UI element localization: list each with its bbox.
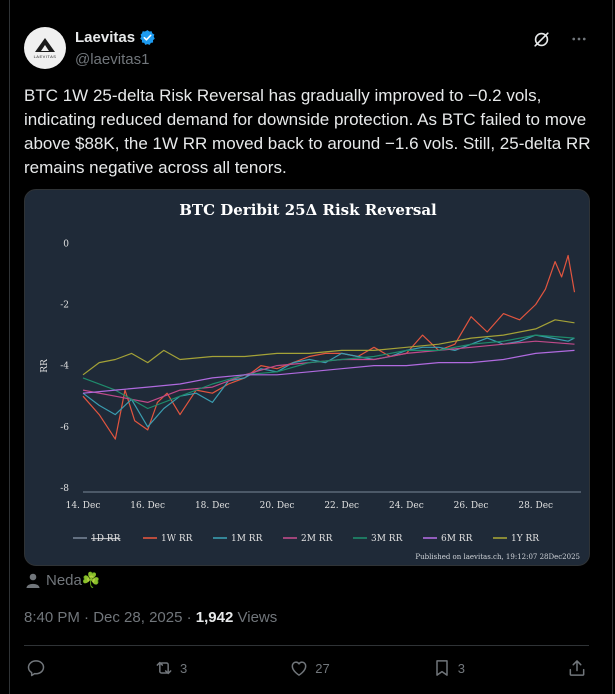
x-tick-label: 16. Dec [130, 501, 165, 511]
x-axis: 14. Dec 16. Dec 18. Dec 20. Dec 22. Dec 24. D… [66, 501, 553, 511]
tweet-time[interactable]: 8:40 PM [24, 609, 80, 626]
chart-title: BTC Deribit 25Δ Risk Reversal [179, 201, 437, 219]
y-tick-label: -6 [60, 423, 69, 433]
x-tick-label: 14. Dec [66, 501, 101, 511]
y-tick-label: -2 [60, 300, 69, 310]
author-display-name[interactable]: Laevitas [75, 29, 136, 46]
retweet-count: 3 [180, 660, 188, 676]
meta-separator: · [79, 609, 94, 626]
x-tick-label: 20. Dec [260, 501, 295, 511]
share-button[interactable] [567, 658, 587, 678]
legend-label-1m-rr[interactable]: 1M RR [231, 534, 263, 544]
legend-label-6m-rr[interactable]: 6M RR [441, 534, 473, 544]
series-line-1m-rr [82, 334, 575, 428]
tweet-date[interactable]: Dec 28, 2025 [93, 609, 183, 626]
action-bar: 3 27 3 [26, 658, 587, 678]
bookmark-button[interactable]: 3 [432, 658, 465, 678]
series-line-6m-rr [82, 349, 575, 394]
x-tick-label: 18. Dec [195, 501, 230, 511]
chart-legend: 1D RR 1W RR 1M RR 2M RR 3M RR 6M RR 1Y RR [73, 534, 539, 544]
x-tick-label: 28. Dec [518, 501, 553, 511]
x-tick-label: 24. Dec [389, 501, 424, 511]
x-tick-label: 22. Dec [324, 501, 359, 511]
retweet-icon [156, 661, 172, 675]
bookmark-icon [436, 660, 448, 676]
y-tick-label: -4 [60, 362, 69, 372]
reply-icon [27, 660, 45, 677]
person-icon [26, 573, 40, 588]
reply-button[interactable] [26, 658, 52, 678]
y-tick-label: -8 [60, 484, 69, 494]
divider [24, 645, 589, 646]
laevitas-logo-icon [35, 38, 55, 52]
avatar[interactable]: LAEVITAS [24, 27, 66, 69]
chart-ylabel: RR [40, 359, 50, 373]
meta-separator-2: · [182, 609, 196, 626]
tweet-meta: 8:40 PM · Dec 28, 2025 · 1,942 Views [24, 609, 277, 626]
like-button[interactable]: 27 [289, 658, 330, 678]
share-icon [569, 660, 585, 676]
tweet-container [9, 0, 613, 694]
attribution-name: Neda☘️ [46, 572, 101, 589]
verified-badge-icon [140, 30, 155, 45]
series-line-2m-rr [82, 340, 575, 403]
series-line-1y-rr [82, 319, 575, 376]
like-count: 27 [315, 660, 330, 676]
risk-reversal-chart: BTC Deribit 25Δ Risk Reversal RR 0 -2 -4 -6… [40, 201, 581, 561]
series-line-1w-rr [82, 254, 576, 440]
legend-label-1y-rr[interactable]: 1Y RR [511, 534, 539, 544]
series-line-3m-rr [82, 334, 575, 410]
y-tick-label: 0 [63, 239, 69, 249]
y-axis: 0 -2 -4 -6 -8 [60, 239, 69, 494]
more-options-icon[interactable] [569, 29, 589, 49]
views-count: 1,942 [195, 609, 234, 626]
avatar-logo-text: LAEVITAS [33, 54, 57, 59]
legend-label-1w-rr[interactable]: 1W RR [161, 534, 193, 544]
author-name-row: Laevitas [75, 29, 156, 46]
author-handle[interactable]: @laevitas1 [75, 51, 150, 68]
legend-label-2m-rr[interactable]: 2M RR [301, 534, 333, 544]
top-icons [531, 29, 589, 49]
grok-icon[interactable] [531, 29, 551, 49]
attribution[interactable]: Neda☘️ [26, 571, 101, 589]
chart-image[interactable]: BTC Deribit 25Δ Risk Reversal RR 0 -2 -4 -6… [24, 189, 590, 566]
views-label: Views [233, 609, 278, 626]
x-tick-label: 26. Dec [454, 501, 489, 511]
heart-icon [291, 661, 307, 676]
plot-series [82, 254, 576, 440]
publisher-note: Published on laevitas.ch, 19:12:07 28Dec… [415, 553, 580, 561]
tweet-text: BTC 1W 25-delta Risk Reversal has gradua… [24, 86, 591, 177]
legend-label-1d-rr[interactable]: 1D RR [91, 534, 121, 544]
bookmark-count: 3 [457, 660, 465, 676]
legend-label-3m-rr[interactable]: 3M RR [371, 534, 403, 544]
retweet-button[interactable]: 3 [154, 658, 187, 678]
